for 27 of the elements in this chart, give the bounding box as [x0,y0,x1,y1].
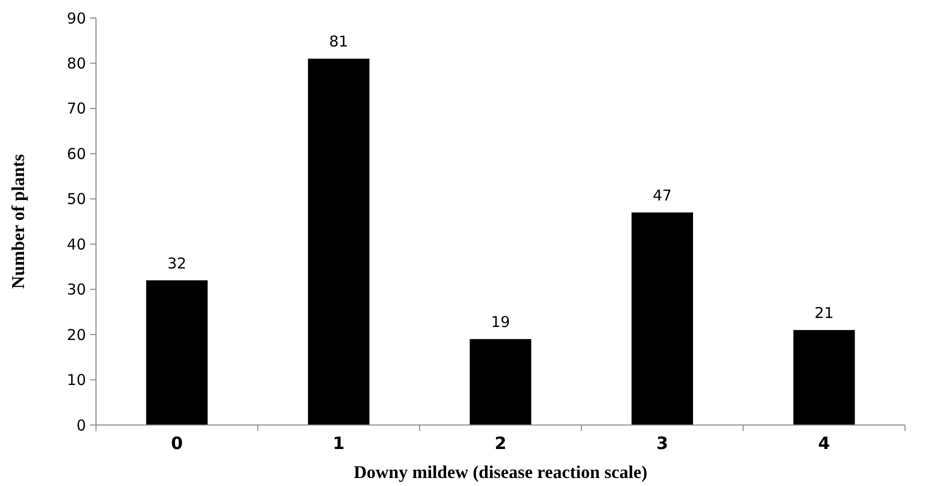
data-label: 21 [814,304,834,322]
y-tick-label: 50 [66,190,86,208]
y-tick-label: 20 [66,326,86,344]
bar [793,330,855,425]
data-label: 81 [329,32,348,51]
y-tick-label: 10 [66,371,86,390]
y-tick-label: 80 [66,54,86,72]
bar [146,280,208,425]
x-tick-label: 4 [818,434,830,454]
y-tick-label: 40 [66,235,86,254]
y-tick-label: 30 [66,280,86,299]
bar [308,58,370,425]
y-tick-label: 0 [76,416,86,434]
x-axis-title: Downy mildew (disease reaction scale) [354,462,648,482]
x-tick-label: 1 [332,434,345,454]
y-tick-label: 70 [66,100,86,118]
y-tick-label: 60 [66,144,86,163]
bar [470,339,532,425]
data-label: 19 [490,313,510,332]
x-tick-label: 2 [494,434,506,454]
y-axis-title: Number of plants [8,154,28,289]
data-label: 47 [652,186,672,204]
data-label: 32 [167,254,186,272]
y-tick-label: 90 [66,9,86,28]
x-tick-label: 3 [656,434,668,454]
bar [632,212,694,425]
x-tick-label: 0 [170,434,183,454]
